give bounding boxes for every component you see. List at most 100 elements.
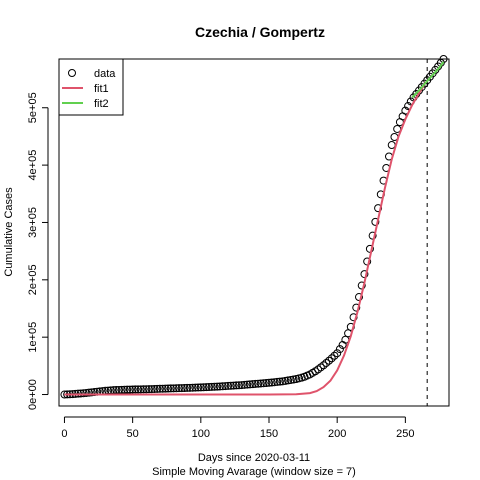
data-point	[131, 385, 140, 394]
data-point	[327, 354, 336, 363]
data-point	[322, 358, 331, 367]
data-point	[245, 380, 254, 389]
data-point	[164, 384, 173, 393]
data-point	[115, 385, 123, 394]
series-layer	[60, 55, 448, 399]
x-axis-sublabel: Simple Moving Avarage (window size = 7)	[152, 466, 356, 478]
data-point	[289, 375, 298, 384]
y-tick-label: 2e+05	[27, 264, 39, 295]
x-tick-label: 100	[192, 428, 210, 440]
data-point	[273, 377, 282, 386]
data-point	[194, 383, 203, 392]
data-point	[150, 384, 159, 393]
data-point	[262, 379, 271, 388]
data-point	[87, 388, 96, 397]
data-point	[210, 382, 219, 391]
chart-title: Czechia / Gompertz	[195, 24, 325, 40]
data-point	[387, 141, 396, 150]
fit1-line	[64, 81, 427, 396]
data-point	[128, 385, 137, 394]
y-tick-label: 5e+05	[27, 92, 39, 123]
data-point	[145, 385, 153, 394]
data-point	[254, 379, 263, 388]
plot-frame	[58, 58, 450, 407]
data-point	[265, 378, 273, 387]
data-point	[177, 384, 186, 393]
data-point	[316, 363, 325, 372]
data-point	[330, 351, 339, 360]
legend-data-symbol	[68, 69, 76, 77]
data-point	[278, 377, 287, 386]
data-point	[136, 385, 145, 394]
data-point	[172, 384, 181, 393]
data-point	[325, 356, 333, 365]
data-point	[85, 388, 93, 397]
data-point	[284, 376, 293, 385]
data-point	[286, 375, 295, 384]
data-point	[205, 383, 213, 392]
data-point	[120, 385, 129, 394]
data-point	[314, 365, 323, 374]
y-tick-label: 3e+05	[27, 207, 39, 238]
y-tick-label: 0e+00	[27, 379, 39, 410]
data-point	[215, 382, 224, 391]
data-point	[267, 378, 276, 387]
legend-label-data: data	[94, 68, 116, 80]
data-point	[270, 378, 279, 387]
data-point	[117, 385, 126, 394]
data-point	[213, 382, 222, 391]
data-point	[243, 380, 252, 389]
data-point	[240, 380, 249, 389]
y-tick-label: 1e+05	[27, 322, 39, 353]
data-point	[153, 384, 162, 393]
data-point	[142, 385, 151, 394]
data-point	[139, 385, 148, 394]
data-point	[218, 382, 227, 391]
data-point	[221, 382, 230, 391]
data-point	[235, 381, 243, 390]
data-point	[183, 383, 192, 392]
data-point	[175, 384, 183, 393]
data-point	[333, 349, 342, 358]
data-point	[166, 384, 175, 393]
data-point	[248, 380, 257, 389]
y-axis-label: Cumulative Cases	[3, 187, 15, 277]
data-point	[191, 383, 200, 392]
data-point	[229, 381, 238, 390]
data-point	[82, 388, 91, 397]
data-point	[251, 379, 260, 388]
data-point	[161, 384, 170, 393]
data-point	[256, 379, 265, 388]
data-point	[335, 345, 344, 354]
data-point	[355, 293, 363, 302]
legend-label-fit2: fit2	[94, 98, 109, 110]
x-tick-label: 50	[127, 428, 139, 440]
legend-label-fit1: fit1	[94, 83, 109, 95]
x-axis: 0 50 100 150 200 250	[61, 416, 415, 440]
data-point	[352, 303, 361, 312]
data-point	[363, 257, 372, 266]
data-point	[360, 270, 369, 279]
data-point	[207, 382, 216, 391]
data-point	[237, 381, 246, 390]
data-point	[371, 217, 380, 226]
legend: data fit1 fit2	[58, 58, 124, 116]
data-point	[147, 385, 156, 394]
data-point	[275, 377, 284, 386]
data-point	[202, 383, 211, 392]
data-point	[134, 385, 143, 394]
data-point	[169, 384, 178, 393]
x-axis-label: Days since 2020-03-11	[198, 452, 310, 464]
data-point	[125, 385, 134, 394]
data-point	[79, 389, 88, 398]
data-point	[180, 384, 189, 393]
data-point	[357, 281, 366, 290]
data-point	[226, 381, 235, 390]
data-point	[199, 383, 208, 392]
data-point	[368, 231, 377, 240]
data-point	[188, 383, 197, 392]
y-axis: 0e+00 1e+05 2e+05 3e+05 4e+05 5e+05	[27, 92, 49, 410]
data-point	[365, 244, 374, 253]
data-point	[158, 384, 167, 393]
